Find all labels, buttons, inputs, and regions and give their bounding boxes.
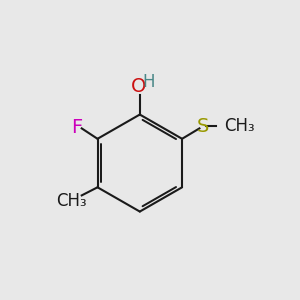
Text: F: F [71, 118, 83, 137]
Text: H: H [142, 73, 155, 91]
Text: O: O [131, 77, 146, 96]
Text: CH₃: CH₃ [56, 192, 87, 210]
Text: S: S [197, 117, 210, 136]
Text: CH₃: CH₃ [224, 117, 255, 135]
